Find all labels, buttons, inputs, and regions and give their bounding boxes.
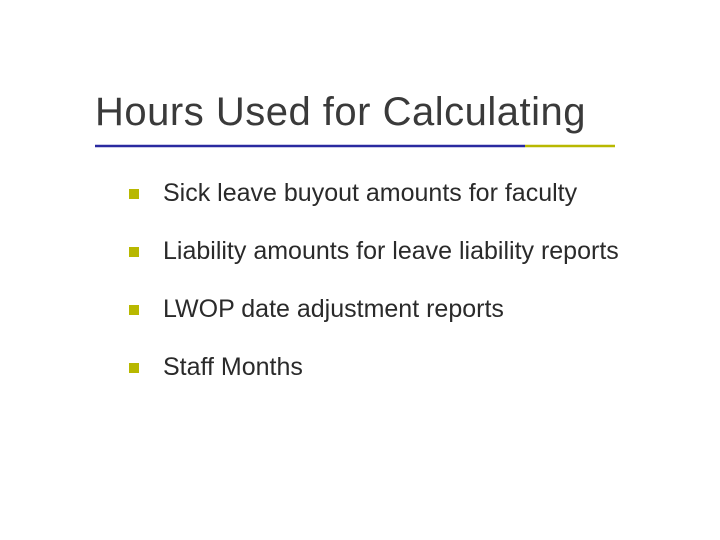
- square-bullet-icon: [129, 247, 139, 257]
- title-underline-svg: [95, 143, 615, 149]
- slide: Hours Used for Calculating Sick leave bu…: [0, 0, 720, 540]
- list-item: Liability amounts for leave liability re…: [129, 235, 675, 267]
- title-underline: [95, 143, 675, 149]
- slide-title: Hours Used for Calculating: [95, 90, 675, 135]
- list-item-text: Sick leave buyout amounts for faculty: [163, 177, 675, 209]
- list-item: LWOP date adjustment reports: [129, 293, 675, 325]
- square-bullet-icon: [129, 189, 139, 199]
- list-item-text: Staff Months: [163, 351, 675, 383]
- list-item-text: Liability amounts for leave liability re…: [163, 235, 675, 267]
- list-item: Staff Months: [129, 351, 675, 383]
- list-item: Sick leave buyout amounts for faculty: [129, 177, 675, 209]
- square-bullet-icon: [129, 305, 139, 315]
- square-bullet-icon: [129, 363, 139, 373]
- bullet-list: Sick leave buyout amounts for faculty Li…: [95, 177, 675, 383]
- list-item-text: LWOP date adjustment reports: [163, 293, 675, 325]
